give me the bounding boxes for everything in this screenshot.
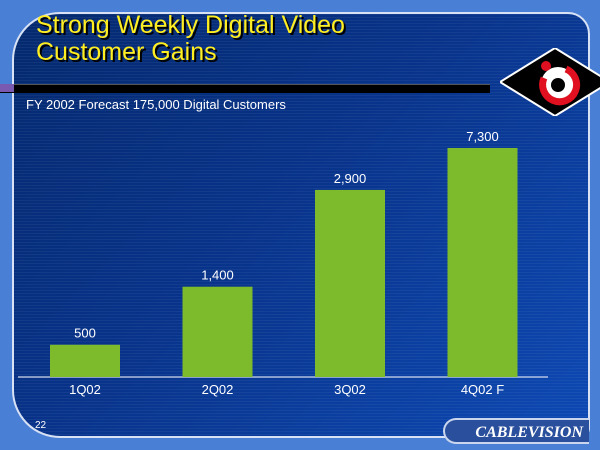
data-label: 1,400 (201, 268, 234, 283)
slide-title: Strong Weekly Digital Video Customer Gain… (36, 12, 345, 66)
x-tick-label: 1Q02 (69, 382, 101, 397)
chart-subtitle: FY 2002 Forecast 175,000 Digital Custome… (26, 97, 286, 112)
x-tick-label: 2Q02 (202, 382, 234, 397)
company-logo-icon (500, 48, 600, 116)
bar-3Q02 (315, 189, 385, 377)
x-tick-label: 3Q02 (334, 382, 366, 397)
page-number: 22 (35, 420, 47, 431)
title-line-1: Strong Weekly Digital Video (36, 11, 345, 39)
divider-accent (0, 84, 14, 92)
data-label: 500 (74, 326, 96, 341)
x-tick-label: 4Q02 F (461, 382, 504, 397)
brand-logo: CABLEVISION (443, 418, 589, 444)
title-divider (0, 84, 490, 93)
data-label: 7,300 (466, 129, 499, 144)
bar-1Q02 (50, 344, 120, 377)
bar-2Q02 (182, 286, 253, 377)
title-line-2: Customer Gains (36, 38, 217, 66)
data-label: 2,900 (334, 171, 367, 186)
bar-4Q02 F (447, 148, 518, 377)
